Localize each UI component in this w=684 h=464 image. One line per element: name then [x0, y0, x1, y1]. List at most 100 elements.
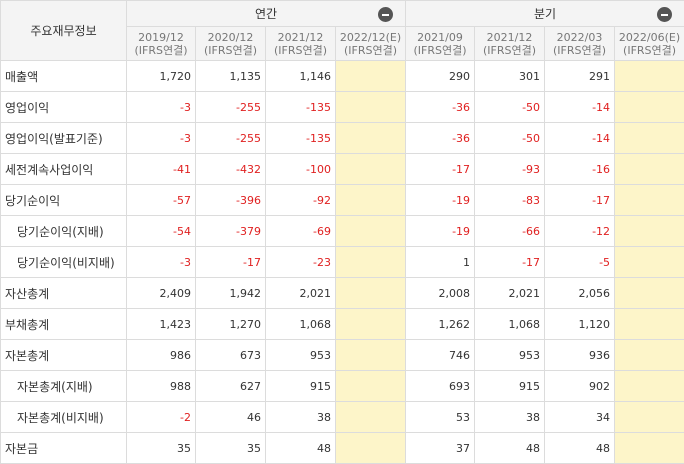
value-cell: 915 — [266, 371, 336, 402]
value-cell: 34 — [545, 402, 615, 433]
period-label: 2022/12(E) — [340, 31, 401, 44]
value-cell: 986 — [127, 340, 196, 371]
value-cell: -3 — [127, 92, 196, 123]
quarter-collapse-icon[interactable] — [657, 7, 672, 22]
value-cell: 291 — [545, 61, 615, 92]
value-cell: 936 — [545, 340, 615, 371]
value-cell: -69 — [266, 216, 336, 247]
table-title: 주요재무정보 — [1, 1, 127, 61]
estimate-cell — [615, 278, 684, 309]
annual-collapse-icon[interactable] — [378, 7, 393, 22]
value-cell: 1,120 — [545, 309, 615, 340]
value-cell: 953 — [266, 340, 336, 371]
table-row: 당기순이익-57-396-92-19-83-17 — [1, 185, 684, 216]
quarter-group-label: 분기 — [534, 7, 556, 21]
period-label: 2022/06(E) — [619, 31, 680, 44]
table-row: 세전계속사업이익-41-432-100-17-93-16 — [1, 154, 684, 185]
estimate-cell — [336, 247, 406, 278]
estimate-cell — [336, 92, 406, 123]
value-cell: 746 — [406, 340, 475, 371]
value-cell: -54 — [127, 216, 196, 247]
value-cell: 988 — [127, 371, 196, 402]
annual-period-header: 2020/12(IFRS연결) — [196, 27, 266, 61]
value-cell: 1,942 — [196, 278, 266, 309]
value-cell: 290 — [406, 61, 475, 92]
row-label: 영업이익(발표기준) — [1, 123, 127, 154]
period-label: 2021/12 — [278, 31, 324, 44]
period-label: 2021/12 — [487, 31, 533, 44]
value-cell: 37 — [406, 433, 475, 464]
value-cell: -17 — [475, 247, 545, 278]
value-cell: 1 — [406, 247, 475, 278]
quarter-period-header: 2022/06(E)(IFRS연결) — [615, 27, 684, 61]
value-cell: 1,262 — [406, 309, 475, 340]
annual-group-label: 연간 — [255, 7, 277, 21]
value-cell: -92 — [266, 185, 336, 216]
annual-group-header: 연간 — [127, 1, 406, 27]
row-label: 자본금 — [1, 433, 127, 464]
period-basis: (IFRS연결) — [547, 44, 612, 57]
period-label: 2021/09 — [417, 31, 463, 44]
estimate-cell — [615, 185, 684, 216]
value-cell: -66 — [475, 216, 545, 247]
value-cell: 38 — [266, 402, 336, 433]
value-cell: -14 — [545, 92, 615, 123]
value-cell: 1,270 — [196, 309, 266, 340]
row-label: 부채총계 — [1, 309, 127, 340]
value-cell: -12 — [545, 216, 615, 247]
quarter-period-header: 2021/09(IFRS연결) — [406, 27, 475, 61]
value-cell: 2,021 — [266, 278, 336, 309]
estimate-cell — [336, 340, 406, 371]
annual-period-header: 2022/12(E)(IFRS연결) — [336, 27, 406, 61]
value-cell: -50 — [475, 123, 545, 154]
period-basis: (IFRS연결) — [338, 44, 403, 57]
period-label: 2019/12 — [138, 31, 184, 44]
value-cell: 46 — [196, 402, 266, 433]
value-cell: -93 — [475, 154, 545, 185]
value-cell: -83 — [475, 185, 545, 216]
estimate-cell — [615, 154, 684, 185]
value-cell: 2,056 — [545, 278, 615, 309]
row-label: 자본총계 — [1, 340, 127, 371]
value-cell: -36 — [406, 92, 475, 123]
value-cell: 1,146 — [266, 61, 336, 92]
estimate-cell — [336, 185, 406, 216]
row-label: 영업이익 — [1, 92, 127, 123]
value-cell: -19 — [406, 216, 475, 247]
value-cell: 902 — [545, 371, 615, 402]
annual-period-header: 2021/12(IFRS연결) — [266, 27, 336, 61]
value-cell: -2 — [127, 402, 196, 433]
annual-period-header: 2019/12(IFRS연결) — [127, 27, 196, 61]
value-cell: -432 — [196, 154, 266, 185]
quarter-period-header: 2022/03(IFRS연결) — [545, 27, 615, 61]
value-cell: -135 — [266, 92, 336, 123]
value-cell: -41 — [127, 154, 196, 185]
value-cell: 48 — [545, 433, 615, 464]
row-label: 자본총계(비지배) — [1, 402, 127, 433]
value-cell: 1,135 — [196, 61, 266, 92]
value-cell: -16 — [545, 154, 615, 185]
value-cell: 35 — [196, 433, 266, 464]
quarter-period-header: 2021/12(IFRS연결) — [475, 27, 545, 61]
period-label: 2020/12 — [208, 31, 254, 44]
estimate-cell — [615, 433, 684, 464]
value-cell: -50 — [475, 92, 545, 123]
estimate-cell — [615, 309, 684, 340]
value-cell: 2,008 — [406, 278, 475, 309]
estimate-cell — [336, 216, 406, 247]
value-cell: 915 — [475, 371, 545, 402]
value-cell: -57 — [127, 185, 196, 216]
value-cell: 1,423 — [127, 309, 196, 340]
estimate-cell — [336, 309, 406, 340]
estimate-cell — [336, 402, 406, 433]
value-cell: -379 — [196, 216, 266, 247]
value-cell: -17 — [406, 154, 475, 185]
estimate-cell — [336, 154, 406, 185]
value-cell: -5 — [545, 247, 615, 278]
value-cell: -17 — [196, 247, 266, 278]
